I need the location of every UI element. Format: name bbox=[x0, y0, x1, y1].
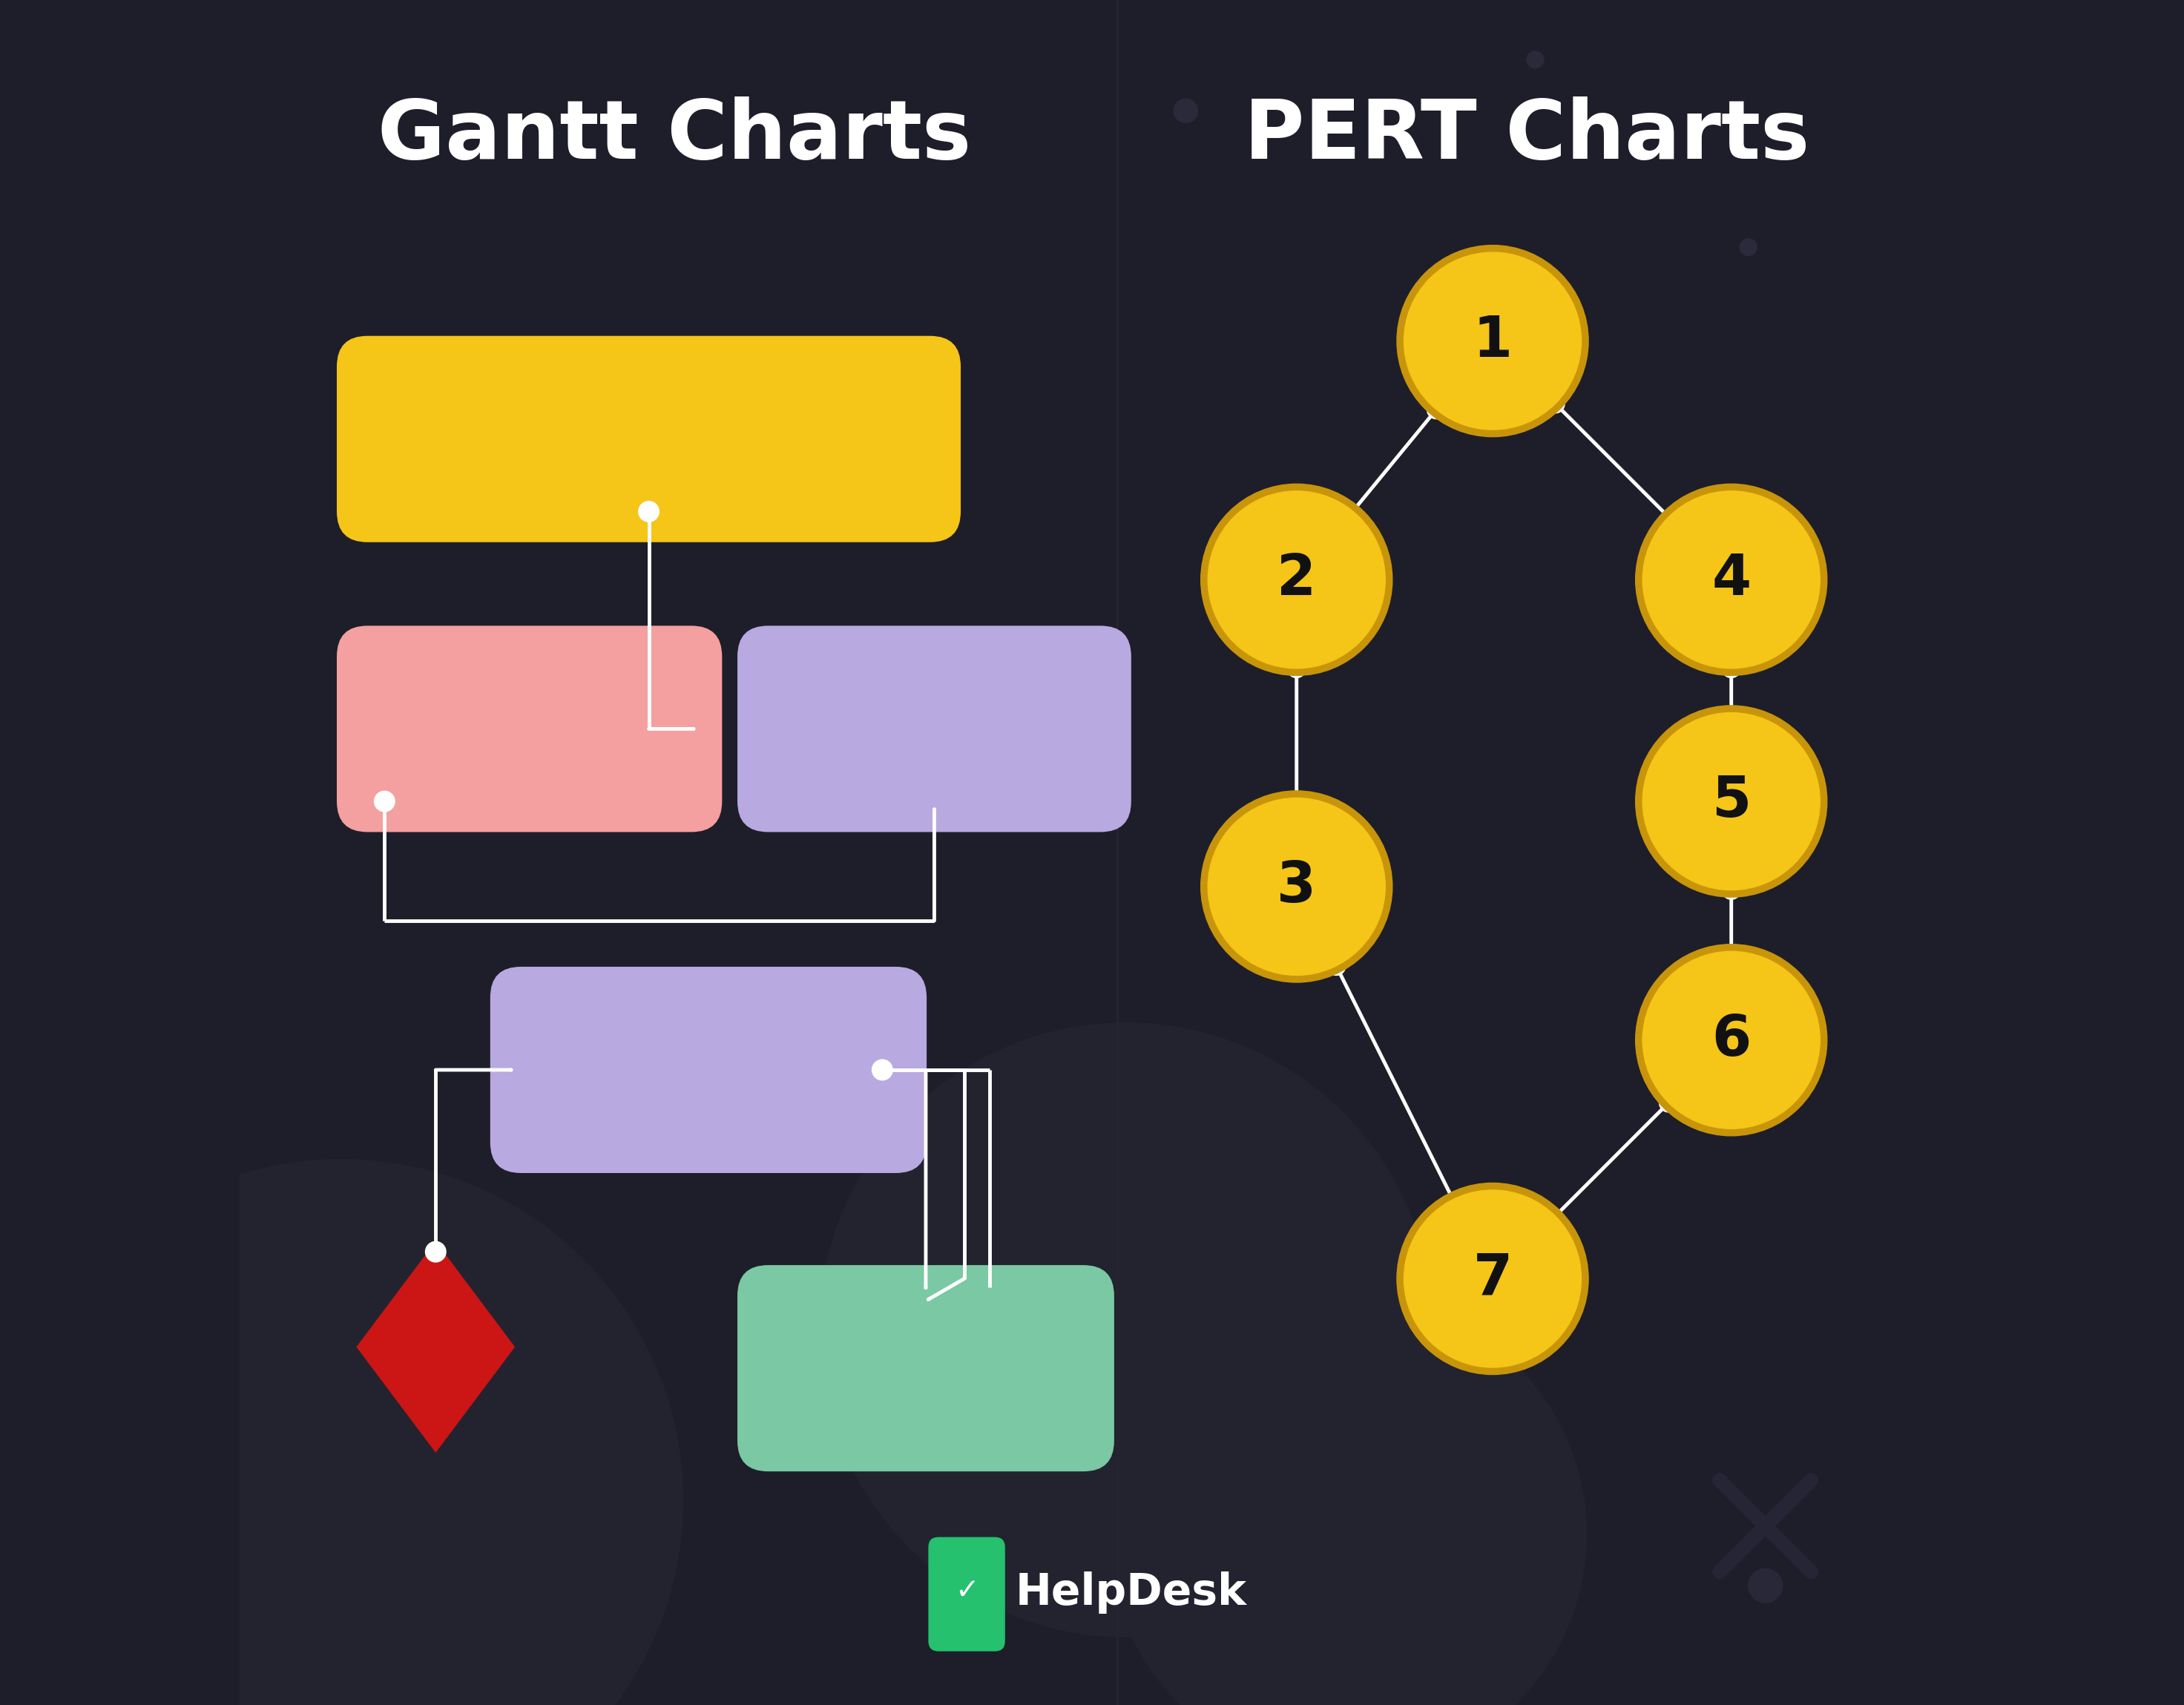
Text: 7: 7 bbox=[1472, 1251, 1511, 1306]
Polygon shape bbox=[356, 1241, 515, 1453]
Text: PERT Charts: PERT Charts bbox=[1245, 97, 1811, 176]
Circle shape bbox=[1642, 951, 1819, 1129]
Circle shape bbox=[1636, 945, 1828, 1136]
Circle shape bbox=[638, 501, 660, 522]
Circle shape bbox=[819, 1023, 1433, 1637]
Text: 1: 1 bbox=[1472, 314, 1511, 368]
FancyBboxPatch shape bbox=[738, 1265, 1114, 1471]
Circle shape bbox=[1398, 1183, 1588, 1374]
Circle shape bbox=[1527, 51, 1544, 68]
Text: 4: 4 bbox=[1712, 552, 1752, 607]
FancyBboxPatch shape bbox=[336, 336, 961, 542]
Text: 2: 2 bbox=[1278, 552, 1317, 607]
FancyBboxPatch shape bbox=[738, 626, 1131, 832]
Text: HelpDesk: HelpDesk bbox=[1016, 1572, 1247, 1613]
Circle shape bbox=[1642, 713, 1819, 890]
Circle shape bbox=[1660, 1093, 1677, 1112]
Circle shape bbox=[1398, 246, 1588, 436]
Circle shape bbox=[1208, 798, 1385, 975]
Text: 5: 5 bbox=[1712, 774, 1752, 829]
Circle shape bbox=[1404, 1190, 1581, 1367]
Circle shape bbox=[1721, 880, 1741, 899]
Circle shape bbox=[1546, 394, 1564, 413]
Circle shape bbox=[1173, 99, 1197, 123]
Circle shape bbox=[1208, 491, 1385, 668]
Text: Gantt Charts: Gantt Charts bbox=[378, 97, 972, 176]
Circle shape bbox=[871, 1059, 893, 1081]
Circle shape bbox=[1642, 491, 1819, 668]
Circle shape bbox=[1201, 791, 1393, 982]
Circle shape bbox=[1741, 239, 1756, 256]
FancyBboxPatch shape bbox=[928, 1538, 1005, 1650]
Circle shape bbox=[1426, 401, 1446, 419]
Circle shape bbox=[0, 1159, 684, 1705]
Circle shape bbox=[1109, 1296, 1586, 1705]
Circle shape bbox=[1636, 706, 1828, 897]
Circle shape bbox=[1328, 957, 1345, 975]
Circle shape bbox=[1286, 660, 1306, 677]
Circle shape bbox=[1636, 484, 1828, 675]
Circle shape bbox=[1749, 1569, 1782, 1603]
Circle shape bbox=[1201, 484, 1393, 675]
FancyBboxPatch shape bbox=[489, 967, 926, 1173]
Circle shape bbox=[426, 1241, 446, 1262]
Text: 3: 3 bbox=[1278, 859, 1317, 914]
Text: 6: 6 bbox=[1712, 1013, 1752, 1067]
FancyBboxPatch shape bbox=[336, 626, 723, 832]
Circle shape bbox=[373, 791, 395, 812]
Text: ✓: ✓ bbox=[954, 1577, 978, 1604]
Circle shape bbox=[1404, 252, 1581, 430]
Circle shape bbox=[1721, 660, 1741, 677]
